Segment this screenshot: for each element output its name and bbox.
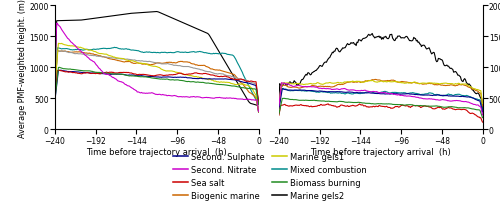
X-axis label: Time before trajectory arrival  (h): Time before trajectory arrival (h) [310, 148, 451, 157]
Legend: Second. Sulphate, Second. Nitrate, Sea salt, Biogenic marine, Marine gels1, Mixe: Second. Sulphate, Second. Nitrate, Sea s… [172, 150, 368, 202]
X-axis label: Time before trajectory arrival  (h): Time before trajectory arrival (h) [86, 148, 227, 157]
Y-axis label: Average PMF-weighted height. (m): Average PMF-weighted height. (m) [18, 0, 26, 137]
